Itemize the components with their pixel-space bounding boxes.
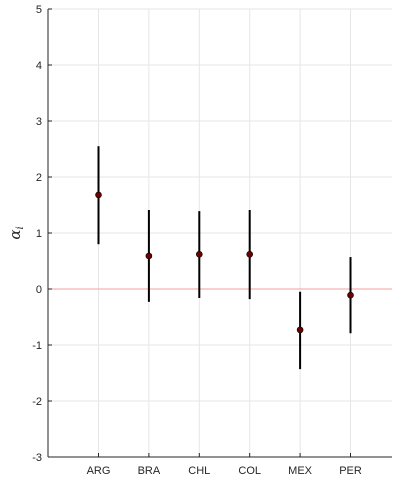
marks-layer [95,146,354,370]
y-tick-label: 3 [36,116,42,128]
point-estimate-chl [196,250,203,258]
x-tick-label: CHL [188,465,210,477]
x-tick-label: BRA [138,465,161,477]
y-tick-label: 4 [36,60,42,72]
point-estimate-arg [95,191,102,199]
point-estimate-mex [296,326,304,334]
y-tick-label: 0 [36,284,42,296]
y-tick-label: 5 [36,4,42,16]
x-tick-label: MEX [288,465,313,477]
grid-layer [48,8,392,458]
point-estimate-per [347,291,354,299]
y-tick-label: -3 [32,452,42,464]
point-estimate-col [246,250,253,258]
y-tick-label: -2 [32,396,42,408]
x-tick-label: ARG [87,465,111,477]
axis-layer: -3 -2 -1 0 1 2 3 4 5 ARG BRA CHL COL MEX PER [32,4,392,477]
y-axis-label: αi [6,226,26,239]
y-axis-label-subscript: i [15,226,26,229]
y-tick-label: 1 [36,228,42,240]
axis-labels-layer: αi [6,226,26,239]
y-tick-label: 2 [36,172,42,184]
point-estimate-bra [145,252,153,260]
x-tick-label: PER [339,465,362,477]
x-tick-label: COL [238,465,261,477]
y-tick-label: -1 [32,340,42,352]
y-axis-label-symbol: α [6,230,24,240]
